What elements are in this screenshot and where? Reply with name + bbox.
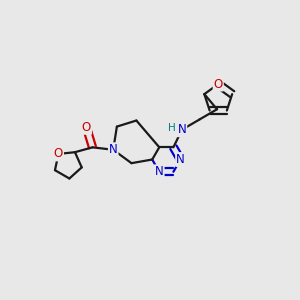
Text: O: O bbox=[54, 147, 63, 161]
Text: O: O bbox=[214, 77, 223, 91]
Text: N: N bbox=[155, 165, 164, 178]
Text: N: N bbox=[109, 143, 118, 156]
Text: O: O bbox=[82, 121, 91, 134]
Text: H: H bbox=[168, 123, 176, 133]
Text: N: N bbox=[176, 153, 185, 166]
Text: N: N bbox=[178, 123, 186, 136]
